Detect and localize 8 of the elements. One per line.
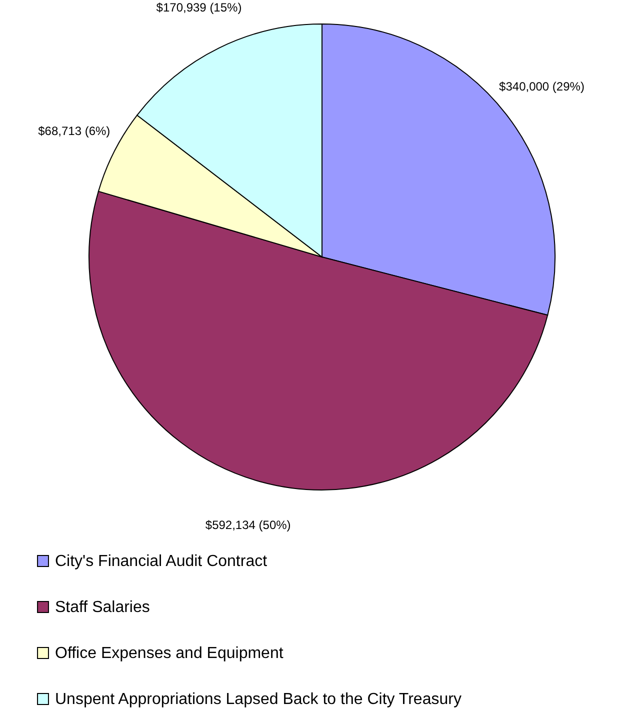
legend-label: Staff Salaries <box>55 599 150 616</box>
legend-label: Unspent Appropriations Lapsed Back to the City Treasury <box>55 691 462 708</box>
data-label: $68,713 (6%) <box>38 124 110 138</box>
legend-label: Office Expenses and Equipment <box>55 645 284 662</box>
data-label: $592,134 (50%) <box>205 518 291 532</box>
data-label: $170,939 (15%) <box>156 0 242 15</box>
data-label: $340,000 (29%) <box>499 80 584 94</box>
legend-label: City's Financial Audit Contract <box>55 553 268 570</box>
